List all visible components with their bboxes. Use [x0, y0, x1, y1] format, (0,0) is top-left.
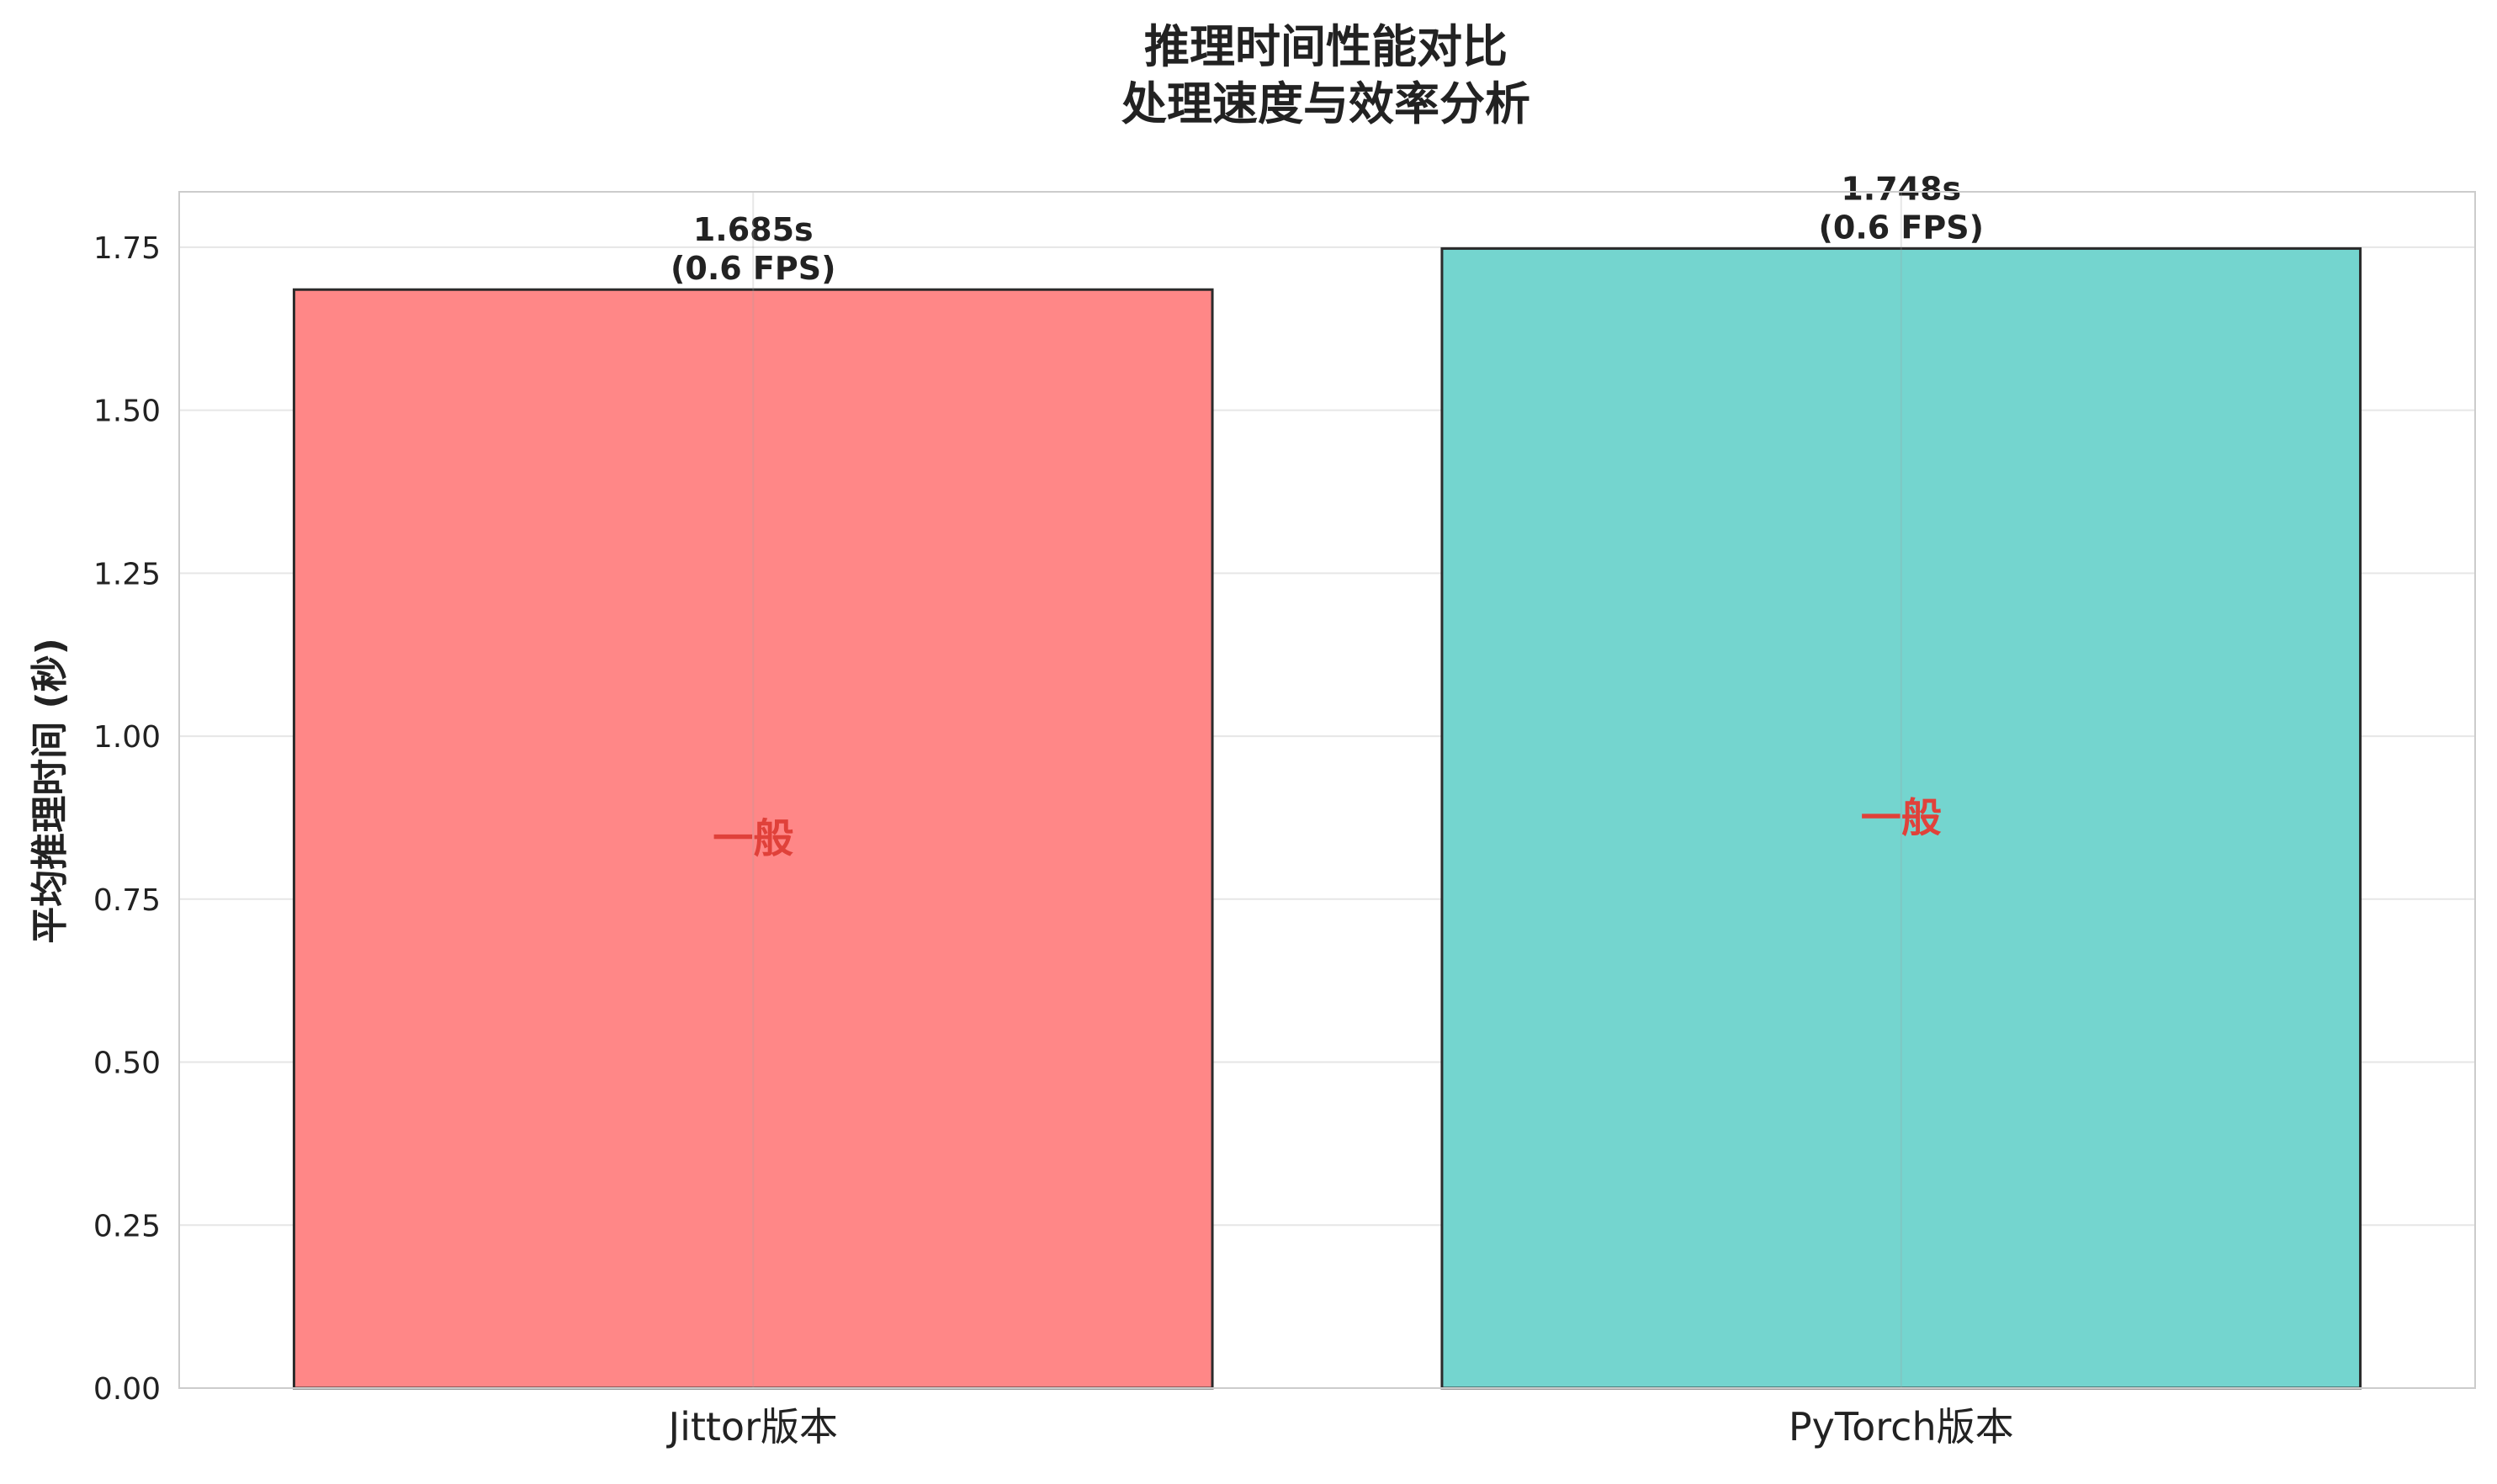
- y-tick-label: 1.25: [93, 557, 161, 591]
- x-category-label: PyTorch版本: [1789, 1404, 2014, 1450]
- bars: [292, 246, 2362, 1390]
- bar: [1440, 246, 2362, 1390]
- chart-title-line-2: 处理速度与效率分析: [1121, 77, 1530, 130]
- y-tick-label: 0.25: [93, 1209, 161, 1243]
- y-tick-label: 0.75: [93, 883, 161, 918]
- y-tick-label: 1.50: [93, 395, 161, 429]
- bar-rating-label: 一般: [713, 815, 793, 862]
- bar-fps-label: (0.6 FPS): [1819, 209, 1984, 246]
- x-axis-categories: Jittor版本 PyTorch版本: [666, 1404, 2014, 1450]
- y-axis-ticks: 0.00 0.25 0.50 0.75 1.00 1.25 1.50 1.75: [93, 231, 161, 1407]
- y-tick-label: 1.75: [93, 231, 161, 266]
- chart-title-line-1: 推理时间性能对比: [1144, 20, 1508, 73]
- y-tick-label: 0.00: [93, 1372, 161, 1407]
- chart-title: 推理时间性能对比 处理速度与效率分析: [1121, 20, 1530, 130]
- bar-rating-label: 一般: [1861, 795, 1942, 842]
- y-tick-label: 0.50: [93, 1047, 161, 1081]
- plot-frame: [178, 191, 2476, 1389]
- x-category-label: Jittor版本: [666, 1404, 838, 1450]
- bar-fps-label: (0.6 FPS): [671, 250, 835, 287]
- data-labels: 1.685s(0.6 FPS)一般1.748s(0.6 FPS)一般: [671, 170, 1984, 862]
- bar-value-label: 1.748s: [1841, 170, 1961, 207]
- bar: [292, 288, 1214, 1390]
- bar-value-label: 1.685s: [693, 211, 814, 248]
- y-axis-label: 平均推理时间 (秒): [29, 638, 72, 944]
- y-tick-label: 1.00: [93, 720, 161, 755]
